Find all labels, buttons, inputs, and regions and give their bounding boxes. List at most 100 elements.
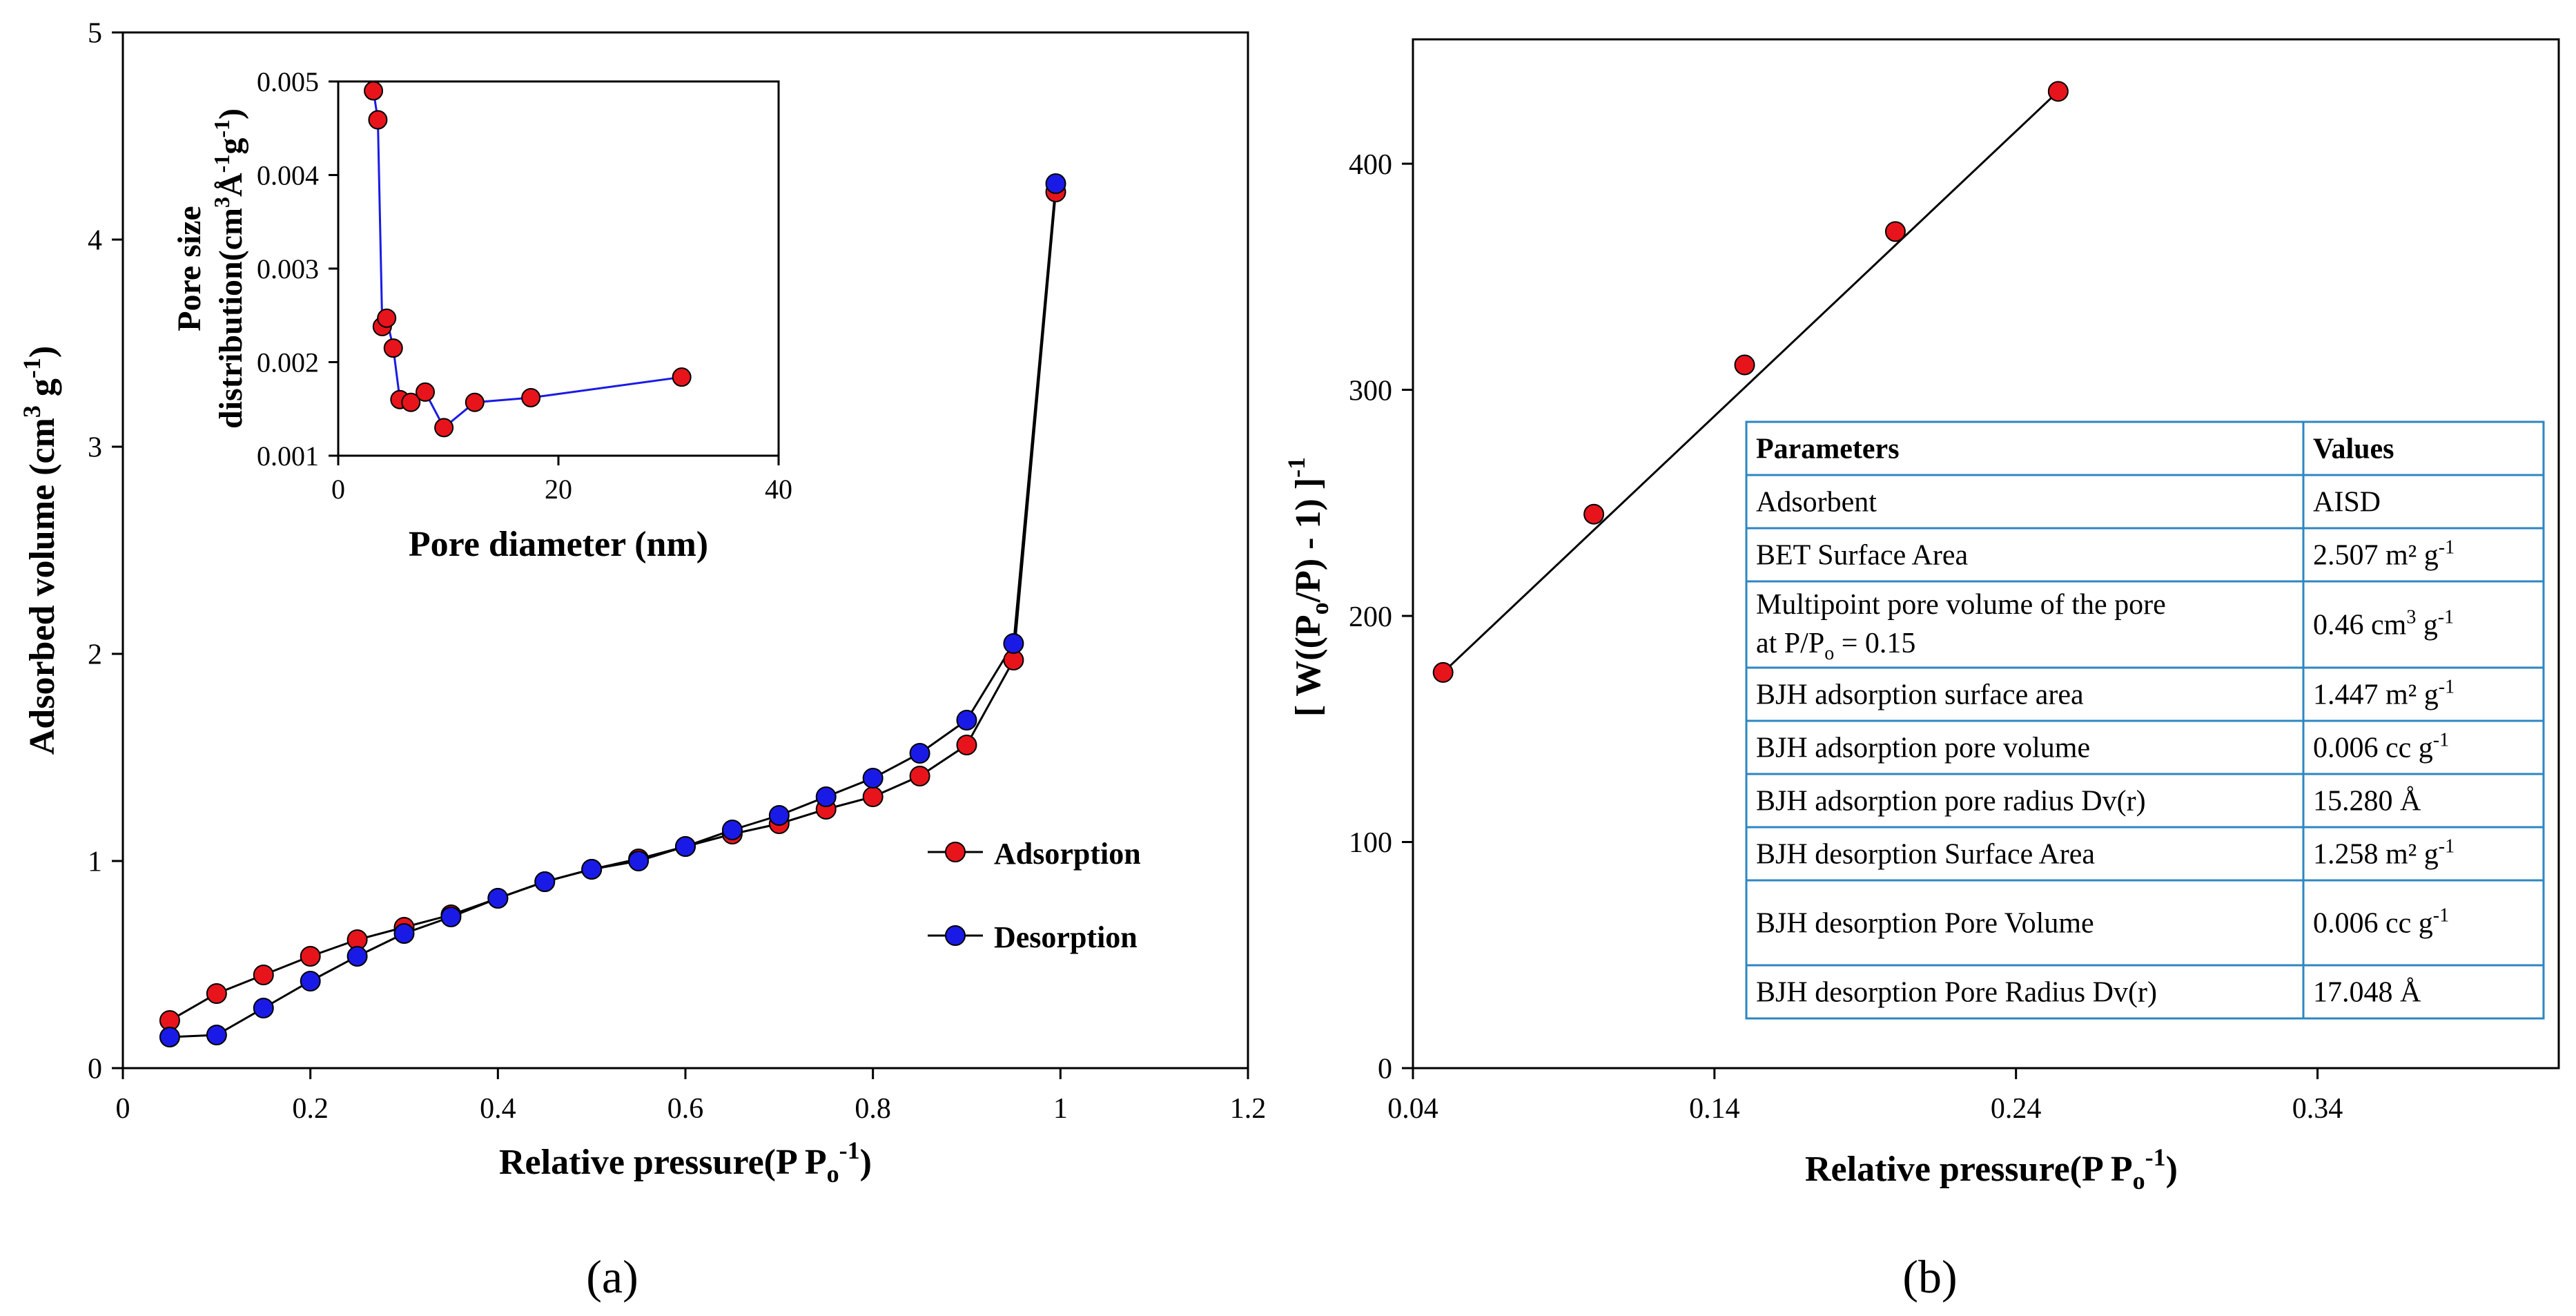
point-desorption: [768, 805, 790, 826]
panel-b-y-label-sup: -1: [1282, 457, 1310, 478]
panel-a: 0 0.2 0.4 0.6 0.8 1 1.2 0 1 2 3 4 5 Relative pressu…: [18, 18, 1266, 1303]
y-tick-label: 0.001: [257, 441, 319, 472]
point-desorption: [300, 971, 321, 991]
inset-point: [364, 81, 384, 101]
x-tick-label: 1.2: [1230, 1093, 1267, 1125]
y-tick-label: 300: [1349, 375, 1392, 407]
table-cell-parameter-part: BET Surface Area: [1756, 540, 1968, 572]
table-cell-value-part: 1.447 m² g: [2313, 679, 2439, 711]
series-line-desorption: [169, 183, 1057, 1038]
panel-a-x-label-end: ): [860, 1143, 872, 1182]
panel-a-y-ticks: 0 1 2 3 4 5: [88, 18, 123, 1085]
x-tick-label: 0.14: [1689, 1093, 1740, 1125]
point-desorption: [628, 851, 650, 871]
inset-y-label-end: ): [213, 108, 249, 119]
point-desorption: [487, 888, 509, 909]
table-cell-parameter: BJH adsorption pore volume: [1756, 733, 2090, 764]
table-cell-value-part: 0.006 cc g: [2313, 733, 2433, 764]
table-cell-parameter: at P/Po = 0.15: [1756, 628, 1915, 664]
table-cell-value-part: -1: [2439, 537, 2455, 559]
inset-y-label-mid2: g: [213, 138, 249, 155]
panel-a-y-label-end: ): [23, 346, 62, 358]
table-cell-parameter-part: BJH adsorption surface area: [1756, 679, 2084, 711]
y-tick-label: 0.002: [257, 347, 319, 378]
table-cell-parameter-part: BJH adsorption pore radius Dv(r): [1756, 786, 2146, 817]
x-tick-label: 0.2: [292, 1093, 329, 1125]
point-adsorption: [253, 965, 274, 985]
y-tick-label: 4: [88, 225, 102, 257]
x-tick-label: 0.34: [2292, 1093, 2343, 1125]
panel-a-series: [159, 173, 1066, 1047]
point-desorption: [956, 710, 977, 730]
y-tick-label: 400: [1349, 149, 1392, 181]
panel-b-x-label: Relative pressure(P Po-1): [1805, 1143, 2178, 1194]
inset-point: [401, 392, 421, 412]
x-tick-label: 40: [765, 474, 792, 505]
panel-b-y-label-sub: o: [1306, 602, 1334, 615]
table-cell-value: 0.006 cc g-1: [2313, 730, 2449, 764]
table-cell-value: 1.447 m² g-1: [2313, 677, 2455, 711]
table-cell-value-part: 0.006 cc g: [2313, 908, 2433, 940]
panel-b-y-label: [ W((Po/P) - 1) ]-1: [1282, 457, 1334, 717]
table-cell-value-part: -1: [2433, 730, 2449, 751]
bet-point: [1432, 661, 1454, 683]
point-adsorption: [956, 735, 977, 755]
point-desorption: [581, 859, 603, 880]
y-tick-label: 0.004: [257, 160, 319, 191]
table-header-values-part: Values: [2313, 434, 2394, 465]
table-cell-parameter-part: BJH desorption Pore Volume: [1756, 908, 2094, 940]
inset-y-label-main: distribution(cm: [213, 208, 249, 429]
inset-point: [416, 382, 436, 402]
x-tick-label: 0: [331, 474, 345, 505]
panel-b-x-label-sup: -1: [2145, 1143, 2166, 1171]
inset-y-label-mid: Å: [213, 173, 249, 197]
table-cell-parameter-part: at P/P: [1756, 628, 1824, 659]
inset-y-label-sup: 3: [209, 197, 234, 208]
panel-a-y-label: Adsorbed volume (cm3 g-1): [18, 346, 62, 755]
y-tick-label: 5: [88, 18, 102, 50]
y-tick-label: 2: [88, 639, 102, 671]
panel-a-x-label-main: Relative pressure(P P: [499, 1143, 827, 1182]
table-cell-value-part: 2.507 m² g: [2313, 540, 2439, 572]
table-cell-value-part: AISD: [2313, 487, 2381, 519]
inset-series: [364, 81, 692, 438]
point-desorption: [909, 743, 930, 764]
x-tick-label: 0.4: [480, 1093, 516, 1125]
point-desorption: [675, 836, 696, 857]
inset-y-label-sup2: -1: [209, 155, 234, 173]
table-cell-parameter: BJH desorption Pore Radius Dv(r): [1756, 977, 2157, 1009]
legend-adsorption-marker: [945, 842, 966, 862]
legend-desorption-marker: [945, 925, 966, 946]
x-tick-label: 0.8: [855, 1093, 891, 1125]
table-cell-parameter-part: o: [1824, 643, 1834, 664]
point-desorption: [534, 871, 556, 892]
inset-point: [521, 387, 541, 407]
point-desorption: [815, 786, 837, 807]
point-desorption: [393, 923, 415, 944]
y-tick-label: 0: [88, 1054, 102, 1085]
table-cell-value-part: g: [2416, 610, 2438, 641]
table-cell-value-part: -1: [2433, 905, 2449, 927]
series-line-adsorption: [169, 191, 1057, 1022]
x-tick-label: 0: [116, 1093, 130, 1125]
inset-y-ticks: 0.001 0.002 0.003 0.004 0.005: [257, 66, 338, 472]
inset: 0 20 40 0.001 0.002 0.003 0.004 0.005 Pore dia…: [171, 66, 792, 564]
table-cell-parameter: BJH desorption Surface Area: [1756, 839, 2095, 871]
inset-point: [377, 308, 397, 328]
x-tick-label: 0.04: [1387, 1093, 1438, 1125]
bet-point: [1734, 354, 1755, 376]
x-tick-label: 1: [1053, 1093, 1068, 1125]
table-cell-value-part: 17.048 Å: [2313, 977, 2421, 1009]
y-tick-label: 100: [1349, 827, 1392, 859]
point-desorption: [1045, 173, 1066, 194]
panel-b-frame: [1412, 38, 2560, 1070]
table-cell-parameter: BJH adsorption surface area: [1756, 679, 2084, 711]
panel-a-x-label: Relative pressure(P Po-1): [499, 1136, 872, 1188]
point-desorption: [440, 907, 462, 927]
table-cell-parameter-part: Multipoint pore volume of the pore: [1756, 589, 2166, 621]
panel-a-x-label-sub: o: [827, 1160, 839, 1188]
table-cell-parameter-part: Adsorbent: [1756, 487, 1877, 519]
inset-x-ticks: 0 20 40: [331, 456, 792, 505]
table-cell-value-part: -1: [2438, 607, 2454, 628]
